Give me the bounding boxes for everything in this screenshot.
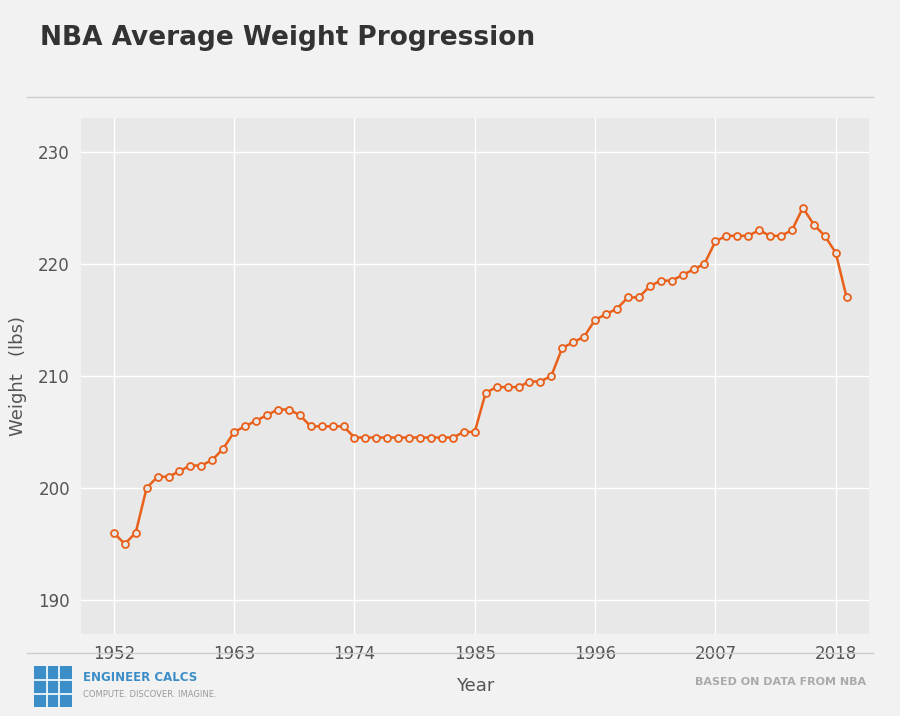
Text: BASED ON DATA FROM NBA: BASED ON DATA FROM NBA <box>695 677 866 687</box>
X-axis label: Year: Year <box>455 677 494 695</box>
Y-axis label: Weight   (lbs): Weight (lbs) <box>9 316 27 436</box>
Text: COMPUTE. DISCOVER. IMAGINE.: COMPUTE. DISCOVER. IMAGINE. <box>83 690 216 699</box>
Text: ENGINEER CALCS: ENGINEER CALCS <box>83 671 197 684</box>
Text: NBA Average Weight Progression: NBA Average Weight Progression <box>40 25 536 51</box>
